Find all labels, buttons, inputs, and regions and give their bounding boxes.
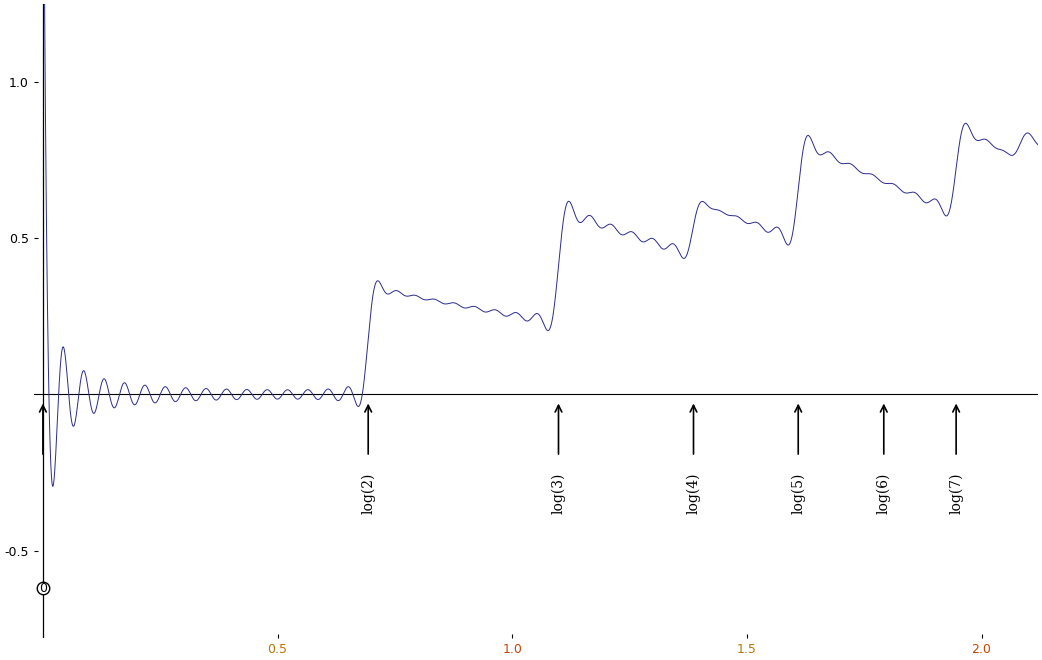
- Text: log(7): log(7): [949, 473, 963, 514]
- Text: log(3): log(3): [551, 473, 566, 514]
- Text: log(2): log(2): [361, 473, 375, 514]
- Text: log(6): log(6): [876, 473, 891, 514]
- Text: log(5): log(5): [791, 473, 805, 514]
- Text: log(4): log(4): [687, 473, 700, 514]
- Text: 0: 0: [39, 581, 47, 595]
